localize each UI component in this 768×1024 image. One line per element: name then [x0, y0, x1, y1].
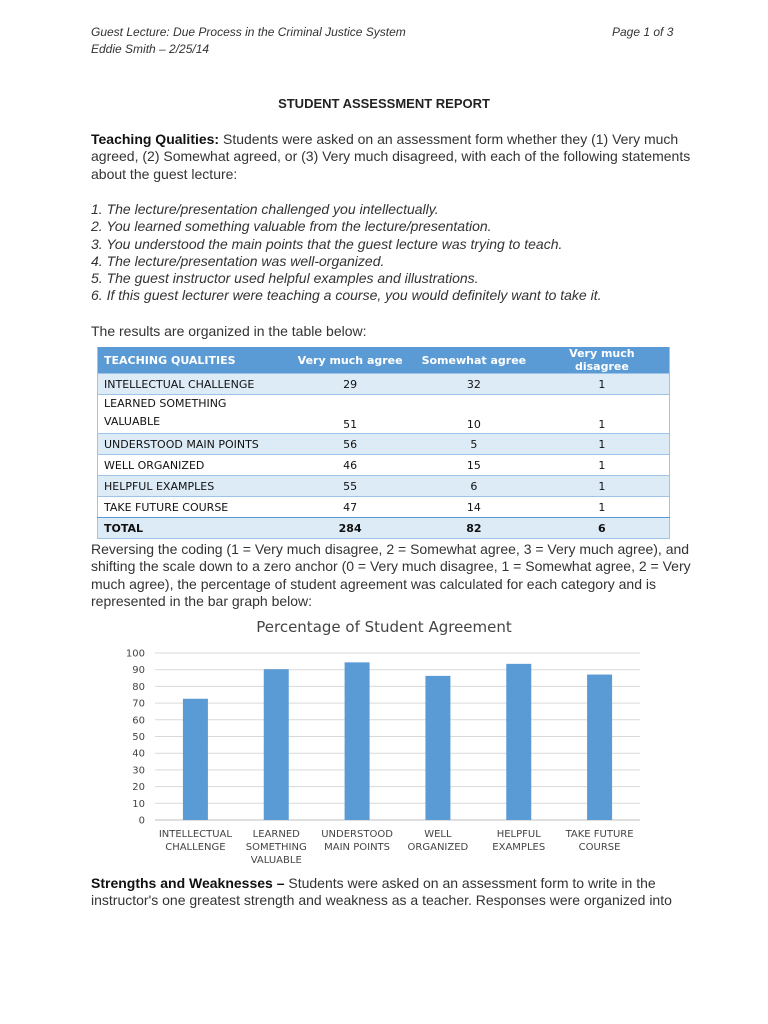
y-tick-label: 10	[132, 799, 145, 810]
table-cell: 1	[534, 454, 670, 476]
table-cell: 5	[412, 433, 535, 455]
x-tick-label-line: UNDERSTOOD	[321, 829, 393, 840]
table-cell: LEARNED SOMETHING VALUABLE	[97, 394, 288, 434]
table-total-row: TOTAL 284 82 6	[97, 517, 670, 539]
table-cell: UNDERSTOOD MAIN POINTS	[97, 433, 288, 455]
y-tick-label: 80	[132, 682, 145, 693]
report-title: STUDENT ASSESSMENT REPORT	[278, 96, 490, 111]
table-cell: WELL ORGANIZED	[97, 454, 288, 476]
bar	[344, 662, 370, 820]
reversing-paragraph: Reversing the coding (1 = Very much disa…	[91, 541, 691, 610]
table-cell: 32	[412, 373, 535, 395]
x-tick-label: TAKE FUTURE COURSE	[556, 828, 644, 854]
table-row: INTELLECTUAL CHALLENGE 29 32 1	[97, 373, 670, 395]
bar-chart: 0 10 20 30 40 50 60 70 80 90 100	[126, 649, 640, 827]
table-row: UNDERSTOOD MAIN POINTS 56 5 1	[97, 433, 670, 455]
y-tick-label: 100	[126, 649, 145, 660]
y-tick-label: 50	[132, 732, 145, 743]
x-tick-label-line: TAKE FUTURE	[565, 829, 634, 840]
table-header-row: TEACHING QUALITIES Very much agree Somew…	[97, 347, 670, 374]
table-row: LEARNED SOMETHING VALUABLE 51 10 1	[97, 394, 670, 434]
x-tick-label-line: LEARNED	[252, 829, 300, 840]
table-cell: 1	[534, 394, 670, 434]
y-tick-label: 0	[139, 816, 145, 827]
statement-item: 4. The lecture/presentation was well-org…	[91, 252, 385, 269]
teaching-qualities-table: TEACHING QUALITIES Very much agree Somew…	[97, 347, 670, 539]
y-tick-label: 30	[132, 765, 145, 776]
table-header-cell: Very much agree	[287, 347, 413, 374]
table-cell: 46	[287, 454, 413, 476]
table-row: TAKE FUTURE COURSE 47 14 1	[97, 496, 670, 518]
statement-item: 5. The guest instructor used helpful exa…	[91, 270, 479, 287]
statement-item: 3. You understood the main points that t…	[91, 235, 563, 252]
table-cell: 1	[534, 433, 670, 455]
y-tick-label: 70	[132, 699, 145, 710]
table-cell: 15	[412, 454, 535, 476]
x-tick-label-line: EXAMPLES	[492, 842, 546, 853]
x-tick-label-line: HELPFUL	[496, 829, 541, 840]
x-tick-label: INTELLECTUAL CHALLENGE	[151, 828, 239, 854]
table-cell: 284	[287, 517, 413, 539]
y-tick-label: 20	[132, 782, 145, 793]
teaching-qualities-paragraph: Teaching Qualities: Students were asked …	[91, 131, 691, 183]
table-cell: 47	[287, 496, 413, 518]
table-cell: 29	[287, 373, 413, 395]
results-intro: The results are organized in the table b…	[91, 323, 367, 339]
y-tick-label: 60	[132, 715, 145, 726]
teaching-qualities-text: Students were asked on an assessment for…	[91, 131, 691, 182]
table-cell: 82	[412, 517, 535, 539]
x-tick-label-line: COURSE	[578, 842, 621, 853]
y-tick-label: 90	[132, 665, 145, 676]
table-cell: INTELLECTUAL CHALLENGE	[97, 373, 288, 395]
x-tick-label: WELL ORGANIZED	[394, 828, 482, 854]
strengths-text: Students were asked on an assessment for…	[91, 875, 672, 909]
table-cell: 14	[412, 496, 535, 518]
x-tick-label-line: INTELLECTUAL	[158, 829, 232, 840]
table-cell: HELPFUL EXAMPLES	[97, 475, 288, 497]
x-tick-label-line: SOMETHING	[245, 842, 307, 853]
header-author-date: Eddie Smith – 2/25/14	[91, 42, 210, 56]
x-tick-label: LEARNED SOMETHING VALUABLE	[232, 828, 320, 867]
table-header-cell: Very much disagree	[534, 347, 670, 374]
table-cell: 6	[534, 517, 670, 539]
x-tick-label-line: WELL	[424, 829, 452, 840]
bar	[182, 698, 208, 820]
y-tick-label: 40	[132, 749, 145, 760]
table-cell: 55	[287, 475, 413, 497]
x-tick-label: UNDERSTOOD MAIN POINTS	[313, 828, 401, 854]
table-cell: 6	[412, 475, 535, 497]
strengths-label: Strengths and Weaknesses –	[91, 875, 285, 891]
table-row: WELL ORGANIZED 46 15 1	[97, 454, 670, 476]
bar	[425, 675, 451, 820]
statement-list: 1. The lecture/presentation challenged y…	[91, 201, 711, 305]
table-cell: 1	[534, 496, 670, 518]
table-cell: TOTAL	[97, 517, 288, 539]
table-cell: TAKE FUTURE COURSE	[97, 496, 288, 518]
table-cell: 10	[412, 394, 535, 434]
x-tick-label: HELPFUL EXAMPLES	[475, 828, 563, 854]
table-cell: 1	[534, 373, 670, 395]
x-tick-label-line: MAIN POINTS	[324, 842, 391, 853]
table-cell: 1	[534, 475, 670, 497]
statement-item: 1. The lecture/presentation challenged y…	[91, 201, 439, 217]
teaching-qualities-label: Teaching Qualities:	[91, 131, 220, 147]
header-lecture-title: Guest Lecture: Due Process in the Crimin…	[91, 25, 406, 39]
table-header-cell: TEACHING QUALITIES	[97, 347, 288, 374]
chart-title: Percentage of Student Agreement	[256, 618, 512, 636]
bar	[506, 663, 532, 820]
statement-item: 6. If this guest lecturer were teaching …	[91, 287, 602, 304]
table-cell: 56	[287, 433, 413, 455]
bar	[263, 669, 289, 820]
strengths-paragraph: Strengths and Weaknesses – Students were…	[91, 875, 691, 910]
bar	[587, 674, 613, 820]
x-tick-label-line: ORGANIZED	[407, 842, 469, 853]
table-header-cell: Somewhat agree	[412, 347, 535, 374]
header-page-number: Page 1 of 3	[612, 25, 674, 39]
statement-item: 2. You learned something valuable from t…	[91, 218, 492, 235]
table-cell: 51	[287, 394, 413, 434]
x-tick-label-line: VALUABLE	[250, 855, 302, 866]
x-tick-label-line: CHALLENGE	[165, 842, 226, 853]
table-row: HELPFUL EXAMPLES 55 6 1	[97, 475, 670, 497]
table-cell-text: LEARNED SOMETHING VALUABLE	[104, 397, 227, 428]
